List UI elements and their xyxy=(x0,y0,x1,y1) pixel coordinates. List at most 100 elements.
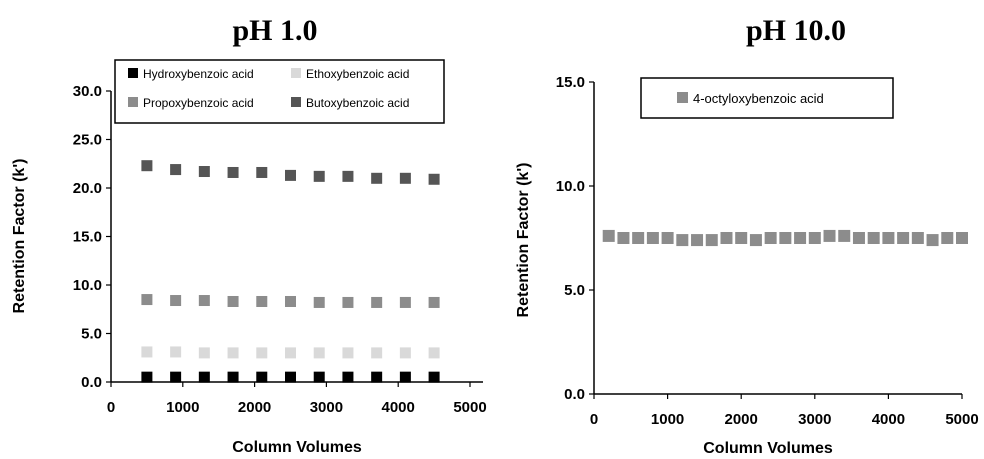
legend-label-octyloxybenzoic: 4-octyloxybenzoic acid xyxy=(693,91,824,106)
chart-left-point-series-0 xyxy=(342,371,354,383)
chart-left-point-series-3 xyxy=(170,164,182,176)
chart-right-point-series-0 xyxy=(602,229,615,242)
chart-left-point-series-0 xyxy=(428,371,440,383)
chart-right-point-series-0 xyxy=(956,232,968,244)
chart-left-point-series-2 xyxy=(313,296,325,308)
chart-right-xtick-label: 2000 xyxy=(725,411,758,428)
chart-left-point-series-2 xyxy=(371,296,383,308)
chart-left-ytick-label: 10.0 xyxy=(73,277,102,294)
legend-label-butoxybenzoic: Butoxybenzoic acid xyxy=(306,96,409,110)
chart-right-point-series-0 xyxy=(838,229,851,242)
chart-left-point-series-2 xyxy=(428,296,440,308)
chart-left-point-series-2 xyxy=(170,295,182,307)
legend-label-hydroxybenzoic: Hydroxybenzoic acid xyxy=(143,67,254,81)
chart-left-point-series-2 xyxy=(399,296,411,308)
chart-left-xtick-label: 3000 xyxy=(310,399,343,416)
chart-left-ytick-label: 30.0 xyxy=(73,83,102,100)
chart-left-point-series-2 xyxy=(227,295,239,307)
chart-left-point-series-0 xyxy=(141,371,153,383)
chart-right-point-series-0 xyxy=(911,232,924,244)
chart-right-point-series-0 xyxy=(779,232,792,244)
chart-left-point-series-0 xyxy=(285,371,296,383)
chart-right-ytick-label: 5.0 xyxy=(564,282,585,299)
chart-right-point-series-0 xyxy=(926,234,939,247)
chart-left-point-series-1 xyxy=(256,347,268,359)
legend-swatch-octyloxybenzoic xyxy=(677,92,688,103)
chart-left-legend: Hydroxybenzoic acid Ethoxybenzoic acid P… xyxy=(114,59,445,124)
chart-right-point-series-0 xyxy=(867,232,880,244)
chart-right-ytick-label: 10.0 xyxy=(556,178,585,195)
chart-left-xtick-label: 0 xyxy=(107,399,115,416)
chart-left-point-series-1 xyxy=(285,347,296,359)
chart-left-point-series-3 xyxy=(371,172,383,184)
chart-right-point-series-0 xyxy=(632,232,645,244)
chart-left-point-series-2 xyxy=(141,294,153,306)
legend-swatch-hydroxybenzoic xyxy=(128,68,138,78)
chart-left-ylabel: Retention Factor (k') xyxy=(11,159,28,314)
chart-left-point-series-0 xyxy=(371,371,383,383)
chart-right-point-series-0 xyxy=(897,232,910,244)
chart-right-point-series-0 xyxy=(705,234,718,247)
chart-left-point-series-3 xyxy=(399,172,411,184)
chart-left-point-series-1 xyxy=(399,347,411,359)
chart-left-point-series-0 xyxy=(198,371,210,383)
chart-right-point-series-0 xyxy=(794,232,807,244)
chart-left-point-series-3 xyxy=(428,173,440,185)
chart-left-xlabel: Column Volumes xyxy=(232,439,362,456)
chart-left-point-series-0 xyxy=(256,371,268,383)
chart-left-point-series-1 xyxy=(342,347,354,359)
legend-label-ethoxybenzoic: Ethoxybenzoic acid xyxy=(306,67,409,81)
chart-left-point-series-1 xyxy=(428,347,440,359)
chart-right-ylabel: Retention Factor (k') xyxy=(515,163,532,318)
chart-right-point-series-0 xyxy=(764,232,777,244)
chart-right-point-series-0 xyxy=(646,232,659,244)
chart-right-title: pH 10.0 xyxy=(746,14,846,47)
chart-left-xtick-label: 2000 xyxy=(238,399,271,416)
chart-left-point-series-3 xyxy=(285,169,296,181)
legend-label-propoxybenzoic: Propoxybenzoic acid xyxy=(143,96,254,110)
chart-left-point-series-0 xyxy=(170,371,182,383)
chart-left-point-series-1 xyxy=(371,347,383,359)
chart-right-point-series-0 xyxy=(617,232,630,244)
chart-left-ytick-label: 5.0 xyxy=(81,326,102,343)
chart-right-point-series-0 xyxy=(691,234,704,247)
chart-right-point-series-0 xyxy=(882,232,895,244)
chart-left-point-series-3 xyxy=(342,170,354,182)
chart-right-xtick-label: 5000 xyxy=(945,411,978,428)
chart-left-point-series-3 xyxy=(227,166,239,178)
chart-right-point-series-0 xyxy=(808,232,821,244)
chart-left-point-series-3 xyxy=(198,166,210,178)
chart-right-point-series-0 xyxy=(735,232,748,244)
chart-left-point-series-1 xyxy=(313,347,325,359)
chart-left-ytick-label: 0.0 xyxy=(81,374,102,391)
chart-right-xtick-label: 3000 xyxy=(798,411,831,428)
chart-left-point-series-1 xyxy=(198,347,210,359)
chart-left-title: pH 1.0 xyxy=(232,14,317,47)
chart-left-point-series-0 xyxy=(399,371,411,383)
chart-left: pH 1.0 Column Volumes Retention Factor (… xyxy=(11,14,487,456)
chart-right-point-series-0 xyxy=(676,234,689,247)
chart-right-point-series-0 xyxy=(749,234,762,247)
chart-left-legend-box xyxy=(114,59,445,124)
chart-right-point-series-0 xyxy=(823,229,836,242)
chart-left-point-series-2 xyxy=(256,295,268,307)
chart-left-xtick-label: 1000 xyxy=(166,399,199,416)
chart-left-point-series-0 xyxy=(227,371,239,383)
chart-left-ytick-label: 15.0 xyxy=(73,229,102,246)
legend-swatch-propoxybenzoic xyxy=(128,97,138,107)
chart-left-point-series-3 xyxy=(141,160,153,172)
chart-right-xlabel: Column Volumes xyxy=(703,440,833,457)
chart-right-legend: 4-octyloxybenzoic acid xyxy=(640,77,894,119)
chart-right-xtick-label: 1000 xyxy=(651,411,684,428)
chart-left-ytick-label: 25.0 xyxy=(73,132,102,149)
chart-right-ytick-label: 15.0 xyxy=(556,74,585,91)
chart-left-xtick-label: 4000 xyxy=(382,399,415,416)
chart-left-ytick-label: 20.0 xyxy=(73,180,102,197)
chart-left-point-series-2 xyxy=(285,295,296,307)
chart-right-ytick-label: 0.0 xyxy=(564,386,585,403)
chart-right-point-series-0 xyxy=(852,232,865,244)
chart-right-point-series-0 xyxy=(941,232,954,244)
chart-left-point-series-0 xyxy=(313,371,325,383)
legend-swatch-ethoxybenzoic xyxy=(291,68,301,78)
